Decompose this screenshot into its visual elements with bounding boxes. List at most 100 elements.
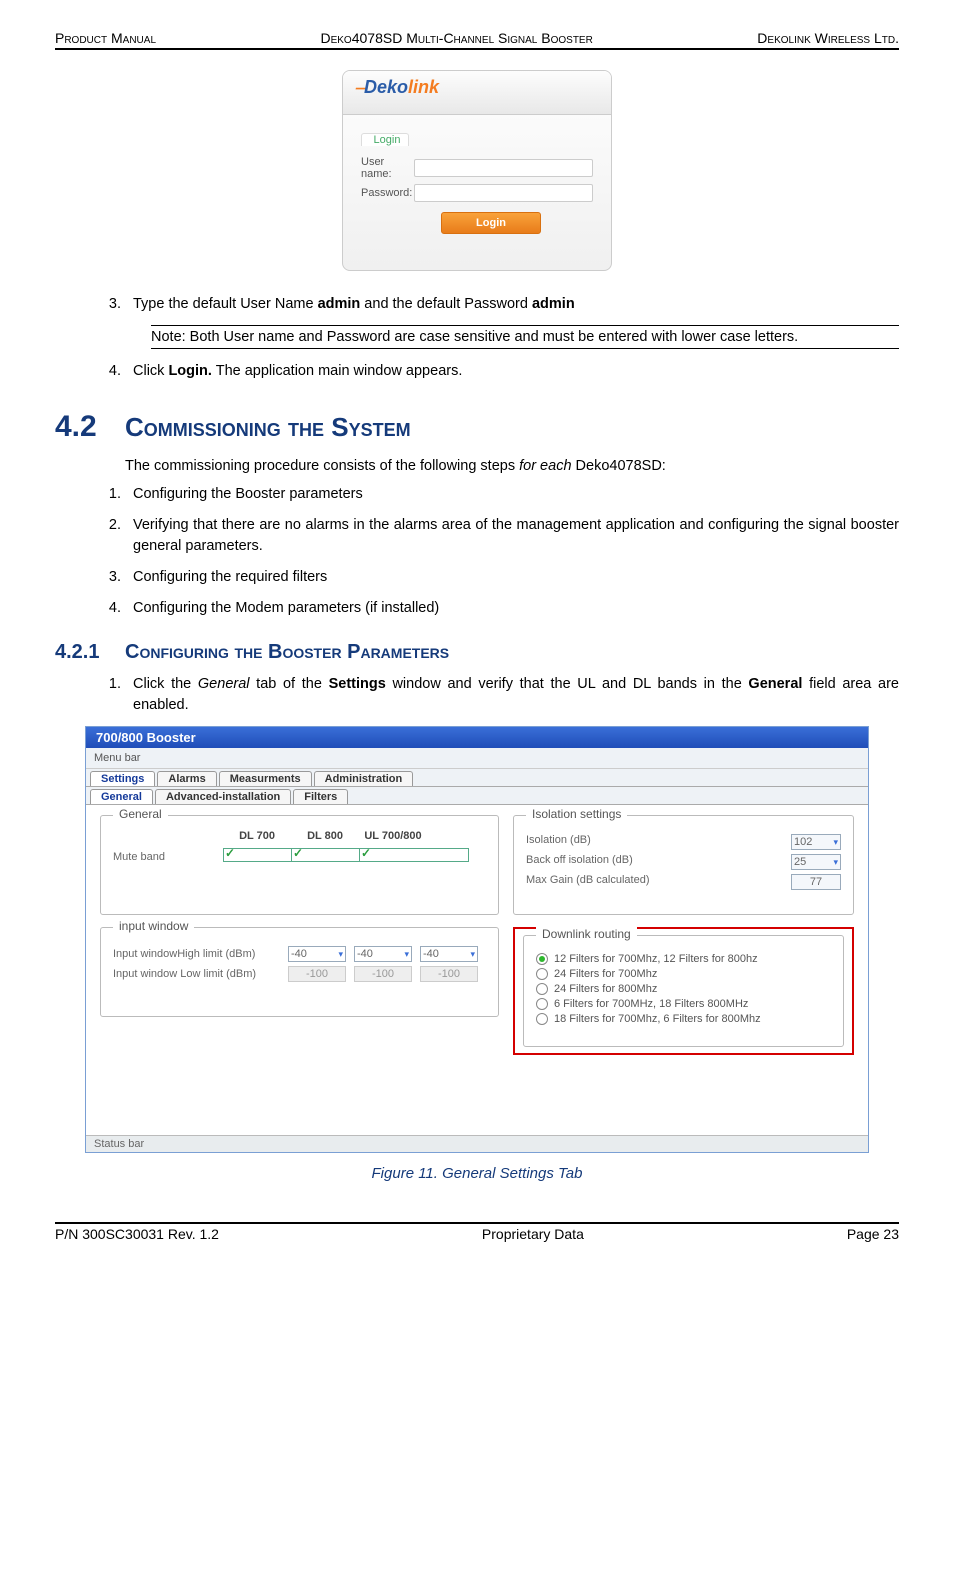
- input-low-2: -100: [354, 966, 412, 982]
- steps-3-4: Type the default User Name admin and the…: [125, 294, 899, 315]
- s421-c: window and verify that the UL and DL ban…: [386, 676, 749, 692]
- tabrow-sub: General Advanced-installation Filters: [86, 787, 868, 805]
- radio-icon: [536, 983, 548, 995]
- header-left: Product Manual: [55, 30, 156, 46]
- input-high-row: Input windowHigh limit (dBm) -40▾ -40▾ -…: [113, 946, 486, 962]
- ih1v: -40: [291, 948, 307, 960]
- sec42-intro: The commissioning procedure consists of …: [125, 456, 899, 476]
- password-input[interactable]: [414, 184, 593, 202]
- tab-settings[interactable]: Settings: [90, 771, 155, 786]
- sec42-li3: Configuring the required filters: [125, 567, 899, 588]
- window-menubar: Menu bar: [86, 748, 868, 769]
- radio-icon: [536, 968, 548, 980]
- footer-right: Page 23: [847, 1226, 899, 1242]
- general-fieldset: General DL 700 DL 800 UL 700/800 Mute ba…: [100, 815, 499, 915]
- logo-swoosh-icon: ⎯: [355, 77, 364, 97]
- ih3v: -40: [423, 948, 439, 960]
- username-label: User name:: [361, 156, 414, 180]
- iso-row-2: Back off isolation (dB) 25▾: [526, 854, 841, 870]
- dlr-opt-2[interactable]: 24 Filters for 700Mhz: [536, 968, 831, 980]
- section-4-2-1-heading: 4.2.1 Configuring the Booster Parameters: [55, 641, 899, 664]
- iso-row-3: Max Gain (dB calculated) 77: [526, 874, 841, 890]
- radio-icon: [536, 998, 548, 1010]
- logo-text-2: link: [408, 77, 439, 97]
- panel-body: General DL 700 DL 800 UL 700/800 Mute ba…: [86, 805, 868, 1135]
- dlr-opt-4[interactable]: 6 Filters for 700MHz, 18 Filters 800MHz: [536, 998, 831, 1010]
- radio-icon: [536, 1013, 548, 1025]
- dropdown-icon: ▾: [833, 857, 838, 868]
- page-header: Product Manual Deko4078SD Multi-Channel …: [55, 30, 899, 50]
- dlr-opt-3[interactable]: 24 Filters for 800Mhz: [536, 983, 831, 995]
- sec421-num: 4.2.1: [55, 641, 125, 664]
- login-figure: ⎯Dekolink Login User name: Password: Log…: [55, 70, 899, 276]
- tab-measurments[interactable]: Measurments: [219, 771, 312, 786]
- general-legend: General: [113, 807, 168, 821]
- s421-it: General: [198, 676, 250, 692]
- input-window-fieldset: input window Input windowHigh limit (dBm…: [100, 927, 499, 1017]
- logo-text-1: Deko: [364, 77, 408, 97]
- password-row: Password:: [361, 184, 593, 202]
- s421-bold1: Settings: [329, 676, 386, 692]
- note-block: Note: Both User name and Password are ca…: [151, 325, 899, 349]
- login-box: ⎯Dekolink Login User name: Password: Log…: [342, 70, 612, 271]
- s421-a: Click the: [133, 676, 198, 692]
- dlr-legend: Downlink routing: [536, 927, 637, 941]
- sec421-list: Click the General tab of the Settings wi…: [125, 674, 899, 716]
- iso-label-3: Max Gain (dB calculated): [526, 874, 650, 890]
- iso-val-1[interactable]: 102▾: [791, 834, 841, 850]
- login-inner: Login User name: Password: Login: [343, 115, 611, 240]
- footer-left: P/N 300SC30031 Rev. 1.2: [55, 1226, 219, 1242]
- sec42-title: Commissioning the System: [125, 412, 411, 443]
- header-right: Dekolink Wireless Ltd.: [757, 30, 899, 46]
- input-high-1[interactable]: -40 ▾: [288, 946, 346, 962]
- isolation-fieldset: Isolation settings Isolation (dB) 102▾ B…: [513, 815, 854, 915]
- col-dl800: DL 800: [291, 830, 359, 842]
- username-input[interactable]: [414, 159, 593, 177]
- s421-b: tab of the: [250, 676, 329, 692]
- step4-b: Login.: [168, 363, 212, 379]
- s421-bold2: General: [748, 676, 802, 692]
- tab-alarms[interactable]: Alarms: [157, 771, 216, 786]
- sec421-title: Configuring the Booster Parameters: [125, 641, 449, 664]
- sec42-intro-post: Deko4078SD:: [572, 458, 666, 474]
- dlr-opt1-label: 12 Filters for 700Mhz, 12 Filters for 80…: [554, 953, 758, 965]
- step3-mid: and the default Password: [360, 296, 532, 312]
- dlr-opt2-label: 24 Filters for 700Mhz: [554, 968, 657, 980]
- sec42-intro-it: for each: [519, 458, 571, 474]
- step3-pre: Type the default User Name: [133, 296, 318, 312]
- window-titlebar: 700/800 Booster: [86, 727, 868, 748]
- tab-advanced-installation[interactable]: Advanced-installation: [155, 789, 291, 804]
- tab-filters[interactable]: Filters: [293, 789, 348, 804]
- step-3: Type the default User Name admin and the…: [125, 294, 899, 315]
- dropdown-icon: ▾: [338, 949, 343, 960]
- dropdown-icon: ▾: [833, 837, 838, 848]
- iso-label-2: Back off isolation (dB): [526, 854, 633, 870]
- tab-general[interactable]: General: [90, 789, 153, 804]
- isolation-legend: Isolation settings: [526, 807, 627, 821]
- ih2v: -40: [357, 948, 373, 960]
- sec42-li2: Verifying that there are no alarms in th…: [125, 515, 899, 557]
- general-header-row: DL 700 DL 800 UL 700/800: [113, 830, 486, 842]
- sec42-li4: Configuring the Modem parameters (if ins…: [125, 598, 899, 619]
- iso-val-3: 77: [791, 874, 841, 890]
- col-ul700800: UL 700/800: [359, 830, 427, 842]
- mute-ul-checkbox[interactable]: [359, 848, 469, 862]
- input-high-2[interactable]: -40▾: [354, 946, 412, 962]
- radio-icon: [536, 953, 548, 965]
- mute-band-row: Mute band: [113, 848, 486, 865]
- dlr-opt3-label: 24 Filters for 800Mhz: [554, 983, 657, 995]
- dlr-opt4-label: 6 Filters for 700MHz, 18 Filters 800MHz: [554, 998, 748, 1010]
- input-high-3[interactable]: -40 ▾: [420, 946, 478, 962]
- tab-administration[interactable]: Administration: [314, 771, 414, 786]
- iso-label-1: Isolation (dB): [526, 834, 591, 850]
- settings-window: 700/800 Booster Menu bar Settings Alarms…: [85, 726, 869, 1153]
- steps-4: Click Login. The application main window…: [125, 361, 899, 382]
- step-4: Click Login. The application main window…: [125, 361, 899, 382]
- iso-val-2[interactable]: 25▾: [791, 854, 841, 870]
- sec42-num: 4.2: [55, 410, 125, 444]
- dropdown-icon: ▾: [470, 949, 475, 960]
- dlr-opt-1[interactable]: 12 Filters for 700Mhz, 12 Filters for 80…: [536, 953, 831, 965]
- login-button[interactable]: Login: [441, 212, 541, 234]
- dlr-opt-5[interactable]: 18 Filters for 700Mhz, 6 Filters for 800…: [536, 1013, 831, 1025]
- input-low-row: Input window Low limit (dBm) -100 -100 -…: [113, 966, 486, 982]
